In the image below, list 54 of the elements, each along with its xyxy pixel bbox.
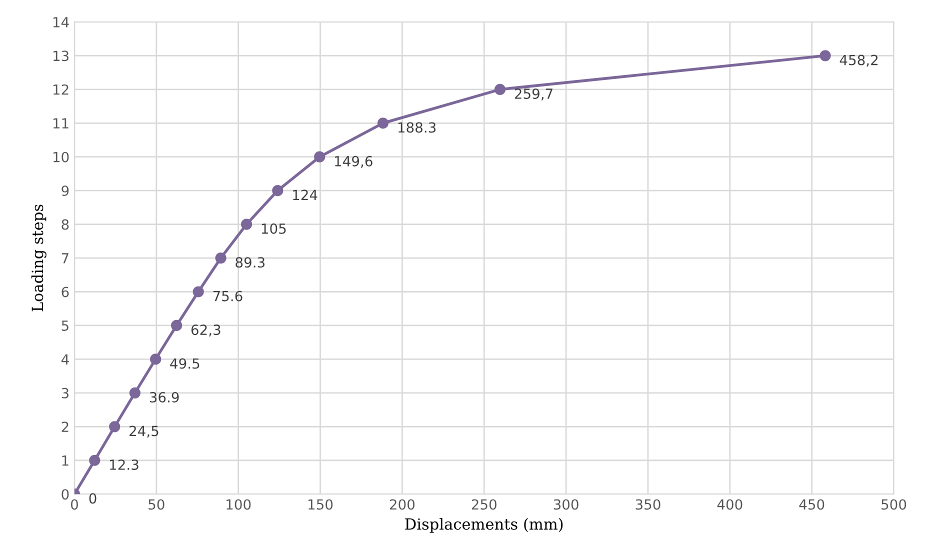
annotation: 12.3: [110, 459, 138, 470]
annotation: 188.3: [398, 122, 436, 133]
x-axis-title: Displacements (mm): [405, 518, 563, 533]
point: [171, 320, 182, 332]
y-tick-label: 11: [53, 118, 68, 128]
point: [314, 151, 326, 162]
y-tick-label: 8: [62, 219, 69, 230]
point: [272, 185, 284, 196]
annotation: 124: [293, 190, 318, 200]
point: [129, 387, 140, 398]
point: [377, 118, 389, 129]
y-tick-label: 7: [62, 253, 68, 264]
x-tick-label: 50: [148, 499, 164, 510]
point: [192, 286, 204, 298]
annotation: 62,3: [191, 324, 220, 336]
y-tick-label: 6: [62, 286, 69, 298]
x-tick-label: 200: [390, 499, 415, 510]
annotation: 259,7: [514, 88, 552, 100]
y-tick-label: 9: [62, 186, 69, 196]
point: [820, 50, 831, 62]
point: [89, 454, 100, 466]
x-tick-label: 100: [226, 499, 251, 510]
annotation: 105: [262, 223, 286, 234]
x-tick-label: 0: [70, 499, 78, 510]
annotation: 75.6: [213, 290, 242, 302]
annotation: 89.3: [236, 257, 265, 268]
x-tick-label: 250: [472, 499, 496, 510]
x-tick-label: 300: [554, 499, 578, 510]
point: [240, 218, 252, 230]
y-tick-label: 10: [53, 152, 69, 162]
y-tick-label: 5: [62, 320, 68, 331]
x-tick-label: 400: [717, 499, 742, 510]
y-tick-label: 0: [62, 489, 69, 500]
y-tick-label: 2: [62, 422, 68, 432]
y-tick-label: 14: [53, 17, 69, 28]
point: [494, 84, 506, 95]
point: [150, 354, 162, 365]
y-tick-label: 1: [62, 456, 68, 466]
annotation: 149,6: [335, 156, 372, 168]
annotation: 49.5: [170, 358, 200, 369]
y-tick-label: 3: [62, 388, 69, 398]
annotation: 458,2: [840, 54, 878, 67]
y-tick-label: 13: [53, 50, 69, 62]
annotation: 36.9: [150, 392, 179, 403]
x-tick-label: 150: [308, 499, 333, 510]
annotation: 24,5: [130, 426, 158, 438]
x-tick-label: 500: [882, 499, 906, 510]
x-tick-label: 450: [799, 499, 824, 510]
point: [215, 252, 226, 264]
y-axis-title: Loading steps: [31, 204, 46, 312]
y-tick-label: 4: [61, 354, 69, 364]
y-tick-label: 12: [53, 84, 68, 95]
x-tick-label: 350: [636, 499, 660, 510]
point: [109, 421, 120, 432]
